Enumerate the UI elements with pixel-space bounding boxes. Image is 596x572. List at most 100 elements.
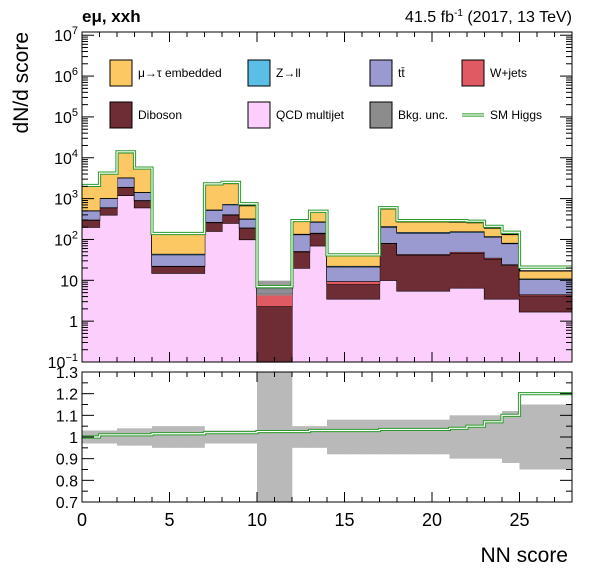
ratio-unc-band (502, 411, 520, 463)
ratio-unc-band (414, 419, 433, 455)
bar (362, 255, 380, 266)
ratio-unc-band (519, 404, 538, 470)
ratio-unc-band (117, 428, 135, 446)
bar (152, 273, 170, 362)
x-tick-label: 15 (334, 510, 354, 530)
bar (99, 207, 118, 215)
bar (554, 311, 573, 362)
bar (152, 254, 170, 266)
bar (344, 281, 363, 285)
bar (99, 214, 118, 362)
bar (484, 236, 503, 258)
legend-item: tt̄ (369, 59, 405, 87)
bar (379, 280, 398, 362)
bar (432, 233, 450, 255)
x-tick-label: 5 (164, 510, 174, 530)
bar (344, 266, 363, 282)
bar (257, 306, 275, 362)
bar (187, 266, 205, 274)
bar (117, 152, 135, 178)
bar (169, 254, 188, 266)
ratio-unc-band (152, 426, 170, 448)
series-0 (82, 194, 573, 363)
bar (99, 173, 118, 199)
bar (484, 228, 503, 237)
bar (117, 177, 135, 187)
bar (484, 258, 503, 299)
bar (327, 281, 345, 285)
bar (449, 253, 468, 288)
legend-item: W+jets (461, 59, 527, 87)
ratio-unc-band (432, 419, 450, 455)
bar (432, 290, 450, 362)
y-tick-label: 10−1 (48, 352, 78, 372)
legend-item: μ→τ embedded (109, 59, 222, 87)
main-plot: 10−1 1 10 102 103 104 105 106 107 (48, 25, 573, 372)
ratio-unc-band (467, 415, 485, 459)
bar (502, 243, 520, 265)
y-tick-label: 103 (54, 189, 78, 209)
bar (397, 290, 415, 362)
bar (134, 207, 153, 362)
bar (309, 222, 328, 233)
bar (82, 210, 100, 220)
ratio-unc-band (449, 415, 468, 459)
bar (519, 294, 538, 296)
ratio-y-tick-label: 0.9 (56, 452, 78, 469)
bar (327, 298, 345, 362)
legend-label: tt̄ (398, 66, 405, 80)
legend-item: Bkg. unc. (369, 101, 448, 129)
bar (502, 234, 520, 243)
legend-label: W+jets (490, 66, 527, 80)
bar (117, 195, 135, 362)
bar (204, 231, 223, 362)
y-tick-label: 106 (54, 66, 78, 86)
bar (537, 295, 555, 312)
ratio-unc-band (134, 428, 153, 446)
bar (379, 243, 398, 281)
y-tick-label: 10 (60, 273, 78, 290)
bar (152, 266, 170, 274)
ratio-y-tick-label: 0.8 (56, 473, 78, 490)
legend-swatch (109, 101, 133, 129)
legend-swatch (247, 101, 271, 129)
bar (379, 226, 398, 243)
bar (134, 168, 153, 193)
bar (467, 232, 485, 252)
legend-item: SM Higgs (462, 108, 542, 122)
bar (222, 214, 240, 224)
bar (187, 234, 205, 254)
bar (519, 270, 538, 279)
bar (449, 222, 468, 232)
bar (257, 293, 275, 307)
ratio-y-tick-label: 1.1 (56, 408, 78, 425)
legend: μ→τ embedded Z→ll tt̄ W+jets Diboson QCD mult… (109, 59, 542, 129)
y-tick-label: 102 (54, 229, 78, 249)
bar (239, 228, 258, 240)
x-tick-label: 0 (77, 510, 87, 530)
bar (537, 279, 555, 295)
bar (204, 184, 223, 210)
bar (204, 222, 223, 232)
bar (467, 253, 485, 288)
bar (554, 294, 573, 296)
bar (169, 273, 188, 362)
ratio-unc-band (537, 404, 555, 470)
x-tick-label: 25 (509, 510, 529, 530)
bar (344, 298, 363, 362)
y-tick-label: 1 (69, 314, 78, 331)
bar (432, 221, 450, 233)
ratio-unc-band (362, 419, 380, 455)
y-tick-label: 105 (54, 107, 78, 127)
bar (554, 295, 573, 312)
bar (327, 266, 345, 282)
bar (362, 298, 380, 362)
ratio-y-tick-label: 1 (69, 430, 78, 447)
legend-label: QCD multijet (276, 108, 345, 122)
ratio-y-tick-label: 0.7 (56, 495, 78, 512)
legend-label: Diboson (138, 108, 182, 122)
ratio-y-tick-label: 1.2 (56, 387, 78, 404)
bar (239, 205, 258, 219)
ratio-unc-band (169, 426, 188, 448)
